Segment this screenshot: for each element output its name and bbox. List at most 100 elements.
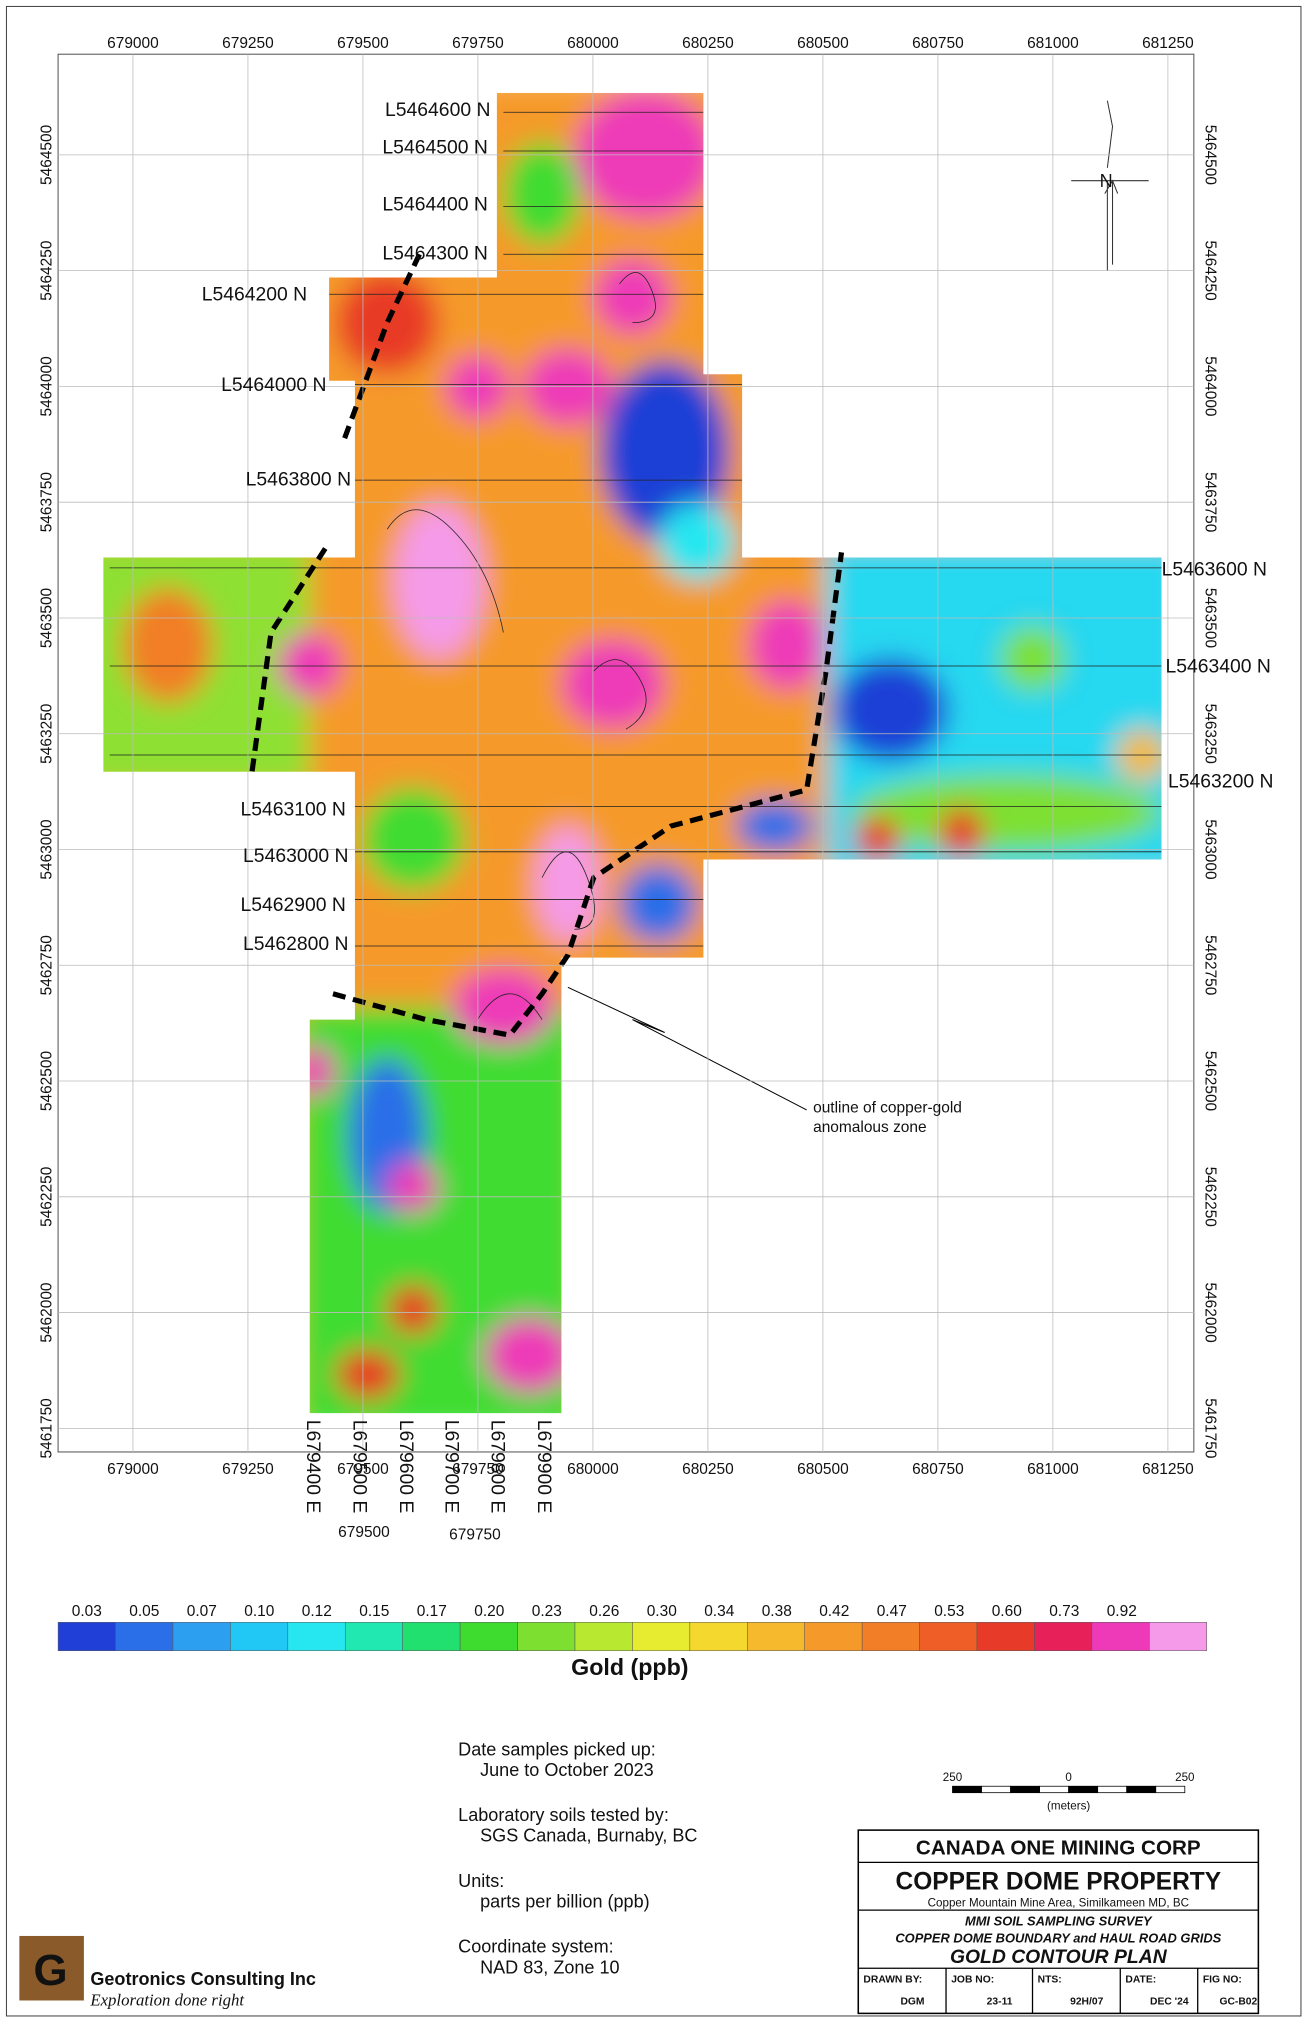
northing-label: 5462250 [39, 1167, 56, 1227]
line-label: L5464500 N [382, 137, 487, 159]
legend-label: 0.42 [819, 1603, 849, 1620]
northing-label: 5463500 [39, 588, 56, 648]
northing-label: 5463250 [1201, 704, 1218, 764]
field-label: NTS: [1038, 1974, 1062, 1985]
field-label: FIG NO: [1203, 1974, 1242, 1985]
legend-label: 0.03 [72, 1603, 102, 1620]
line-label: L5463600 N [1162, 559, 1267, 581]
page-border [5, 5, 1302, 2017]
legend-swatch [517, 1622, 576, 1651]
north-arrow: N [1071, 100, 1149, 272]
northing-label: 5462750 [1201, 935, 1218, 995]
northing-label: 5464500 [1201, 125, 1218, 185]
company-tagline: Exploration done right [89, 1991, 244, 2010]
legend-label: 0.07 [187, 1603, 217, 1620]
northing-label: 5464250 [1201, 241, 1218, 301]
annotation: outline of copper-gold [813, 1100, 962, 1117]
field-value: DGM [900, 1996, 924, 2007]
northing-label: 5463500 [1201, 588, 1218, 648]
svg-text:N: N [1100, 171, 1113, 191]
line-label: L5464000 N [221, 374, 326, 396]
northing-label: 5462250 [1201, 1167, 1218, 1227]
legend-swatch [287, 1622, 346, 1651]
legend-label: 0.26 [589, 1603, 619, 1620]
legend-label: 0.30 [647, 1603, 677, 1620]
northing-label: 5461750 [39, 1398, 56, 1458]
scale-segment [1010, 1785, 1040, 1794]
title-survey: MMI SOIL SAMPLING SURVEY [965, 1914, 1153, 1929]
scale-segment [981, 1785, 1011, 1794]
legend-swatch [172, 1622, 231, 1651]
line-label: L679500 E [349, 1420, 371, 1514]
legend-label: 0.10 [244, 1603, 274, 1620]
easting-label: 680750 [912, 35, 964, 52]
line-label: L5464600 N [385, 99, 490, 121]
legend-swatch [976, 1622, 1035, 1651]
legend-swatch [804, 1622, 863, 1651]
legend-label: 0.92 [1107, 1603, 1137, 1620]
legend-label: 0.17 [417, 1603, 447, 1620]
line-label: L5462800 N [243, 933, 348, 955]
easting-label: 679750 [452, 35, 504, 52]
legend-label: 0.53 [934, 1603, 964, 1620]
field-value: GC-B02 [1219, 1996, 1257, 2007]
legend-swatch [115, 1622, 174, 1651]
line-label: L5463100 N [240, 799, 345, 821]
easting-label: 681000 [1027, 35, 1079, 52]
line-label: L5463200 N [1168, 770, 1273, 792]
easting-label: 680000 [567, 35, 619, 52]
easting-label: 679500 [338, 1524, 390, 1541]
northing-label: 5464000 [39, 356, 56, 416]
map-frame [57, 53, 1195, 1453]
legend-swatch [230, 1622, 289, 1651]
line-label: L5464200 N [202, 284, 307, 306]
gold-contour-surface [103, 92, 1162, 1414]
note-heading: Date samples picked up: [458, 1739, 656, 1759]
northing-label: 5463750 [39, 472, 56, 532]
northing-label: 5462500 [39, 1051, 56, 1111]
easting-label: 679000 [107, 1461, 159, 1478]
easting-label: 681250 [1142, 1461, 1194, 1478]
note-text: NAD 83, Zone 10 [480, 1957, 619, 1977]
line-label: L679900 E [533, 1420, 555, 1514]
legend-swatch [57, 1622, 116, 1651]
northing-label: 5463000 [1201, 819, 1218, 879]
field-label: JOB NO: [951, 1974, 994, 1985]
easting-label: 680250 [682, 1461, 734, 1478]
easting-label: 679250 [222, 1461, 274, 1478]
easting-label: 680500 [797, 35, 849, 52]
line-label: L5463800 N [246, 468, 351, 490]
note-text: parts per billion (ppb) [480, 1892, 650, 1912]
title-company: CANADA ONE MINING CORP [916, 1837, 1201, 1860]
northing-label: 5462500 [1201, 1051, 1218, 1111]
legend-swatch [632, 1622, 691, 1651]
company-logo [19, 1935, 84, 2001]
scale-unit: (meters) [1047, 1799, 1090, 1812]
legend-swatch [402, 1622, 461, 1651]
legend-label: 0.34 [704, 1603, 735, 1620]
easting-label: 679500 [337, 1461, 389, 1478]
easting-label: 680000 [567, 1461, 619, 1478]
northing-label: 5462750 [39, 935, 56, 995]
line-label: L679400 E [302, 1420, 324, 1514]
title-grids: COPPER DOME BOUNDARY and HAUL ROAD GRIDS [895, 1930, 1221, 1945]
scale-segment [1126, 1785, 1157, 1794]
field-value: 92H/07 [1070, 1996, 1104, 2007]
easting-label: 680750 [912, 1461, 964, 1478]
scale-label: 0 [1065, 1771, 1071, 1784]
easting-label: 681250 [1142, 35, 1194, 52]
northing-label: 5464500 [39, 125, 56, 185]
legend-label: 0.73 [1049, 1603, 1079, 1620]
title-plan: GOLD CONTOUR PLAN [950, 1946, 1168, 1968]
legend-title: Gold (ppb) [571, 1654, 688, 1680]
easting-label: 679250 [222, 35, 274, 52]
legend-swatch [689, 1622, 748, 1651]
northing-label: 5464250 [39, 241, 56, 301]
legend-label: 0.38 [762, 1603, 792, 1620]
legend-swatch [1091, 1622, 1150, 1651]
company-name: Geotronics Consulting Inc [90, 1969, 316, 1989]
field-value: DEC '24 [1150, 1996, 1189, 2007]
line-label: L5463000 N [243, 845, 348, 867]
field-label: DATE: [1125, 1974, 1156, 1985]
